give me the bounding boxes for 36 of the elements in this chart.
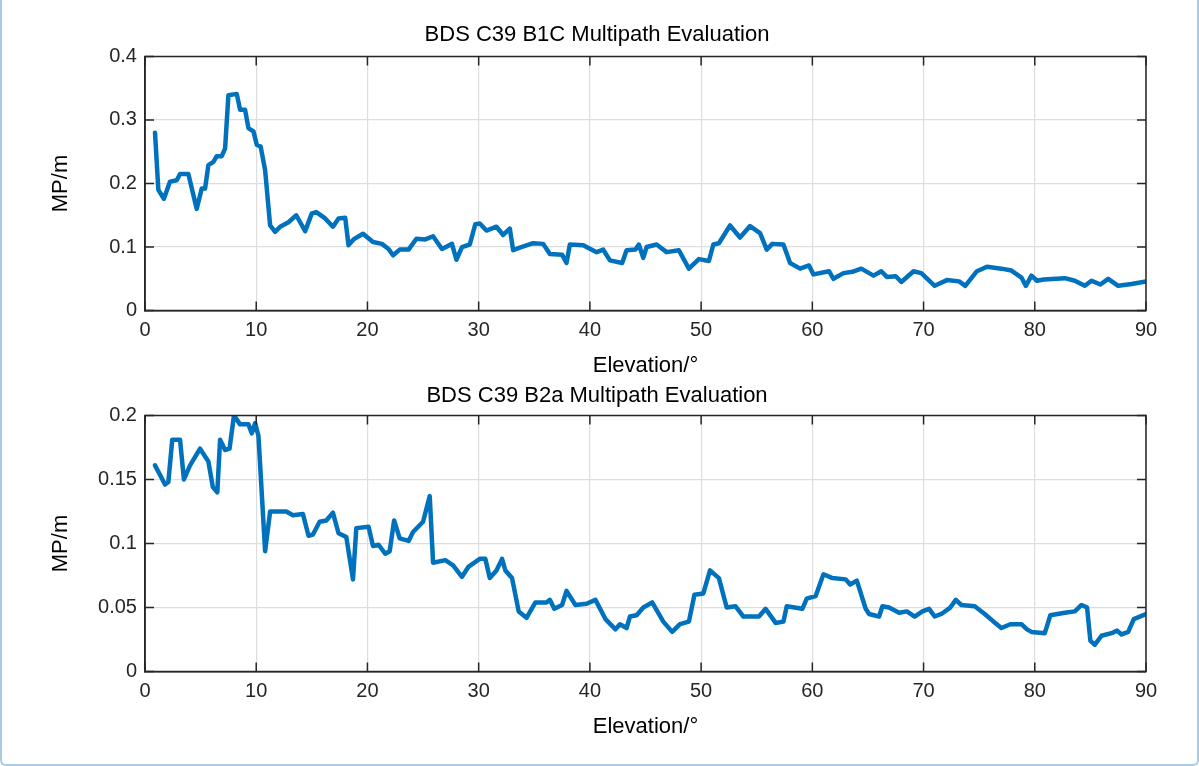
x-tick-label: 40 xyxy=(578,318,602,341)
x-tick-label: 80 xyxy=(1023,318,1046,341)
y-tick-label: 0.2 xyxy=(109,171,137,194)
y-tick-label: 0.4 xyxy=(109,43,137,66)
x-tick-label: 50 xyxy=(689,679,713,702)
x-tick-label: 10 xyxy=(245,318,268,341)
x-tick-label: 90 xyxy=(1134,679,1158,702)
y-tick-label: 0.3 xyxy=(109,107,137,130)
x-tick-label: 60 xyxy=(801,318,824,341)
x-axis-title: Elevation/° xyxy=(592,351,699,377)
y-tick-label: 0.2 xyxy=(109,402,137,425)
x-tick-label: 40 xyxy=(578,679,602,702)
y-axis-title: MP/m xyxy=(47,514,73,573)
x-tick-label: 10 xyxy=(245,679,268,702)
x-tick-label: 20 xyxy=(356,318,379,341)
y-tick-label: 0.05 xyxy=(98,595,137,618)
chart-title: BDS C39 B2a Multipath Evaluation xyxy=(426,382,768,408)
y-tick-label: 0.15 xyxy=(98,466,137,489)
x-axis-title: Elevation/° xyxy=(592,712,699,738)
x-tick-label: 0 xyxy=(139,679,151,702)
y-tick-label: 0.1 xyxy=(109,531,137,554)
x-tick-label: 70 xyxy=(912,318,935,341)
x-tick-label: 70 xyxy=(912,679,935,702)
x-tick-label: 30 xyxy=(467,679,490,702)
x-tick-label: 0 xyxy=(139,318,151,341)
x-tick-label: 80 xyxy=(1023,679,1046,702)
chart-title: BDS C39 B1C Multipath Evaluation xyxy=(424,21,770,47)
x-tick-label: 90 xyxy=(1134,318,1158,341)
x-tick-label: 50 xyxy=(689,318,713,341)
x-tick-label: 60 xyxy=(801,679,824,702)
x-tick-label: 20 xyxy=(356,679,379,702)
y-tick-label: 0.1 xyxy=(109,234,137,257)
x-tick-label: 30 xyxy=(467,318,490,341)
y-tick-label: 0 xyxy=(125,659,137,682)
y-axis-title: MP/m xyxy=(47,154,73,213)
y-tick-label: 0 xyxy=(125,298,137,321)
